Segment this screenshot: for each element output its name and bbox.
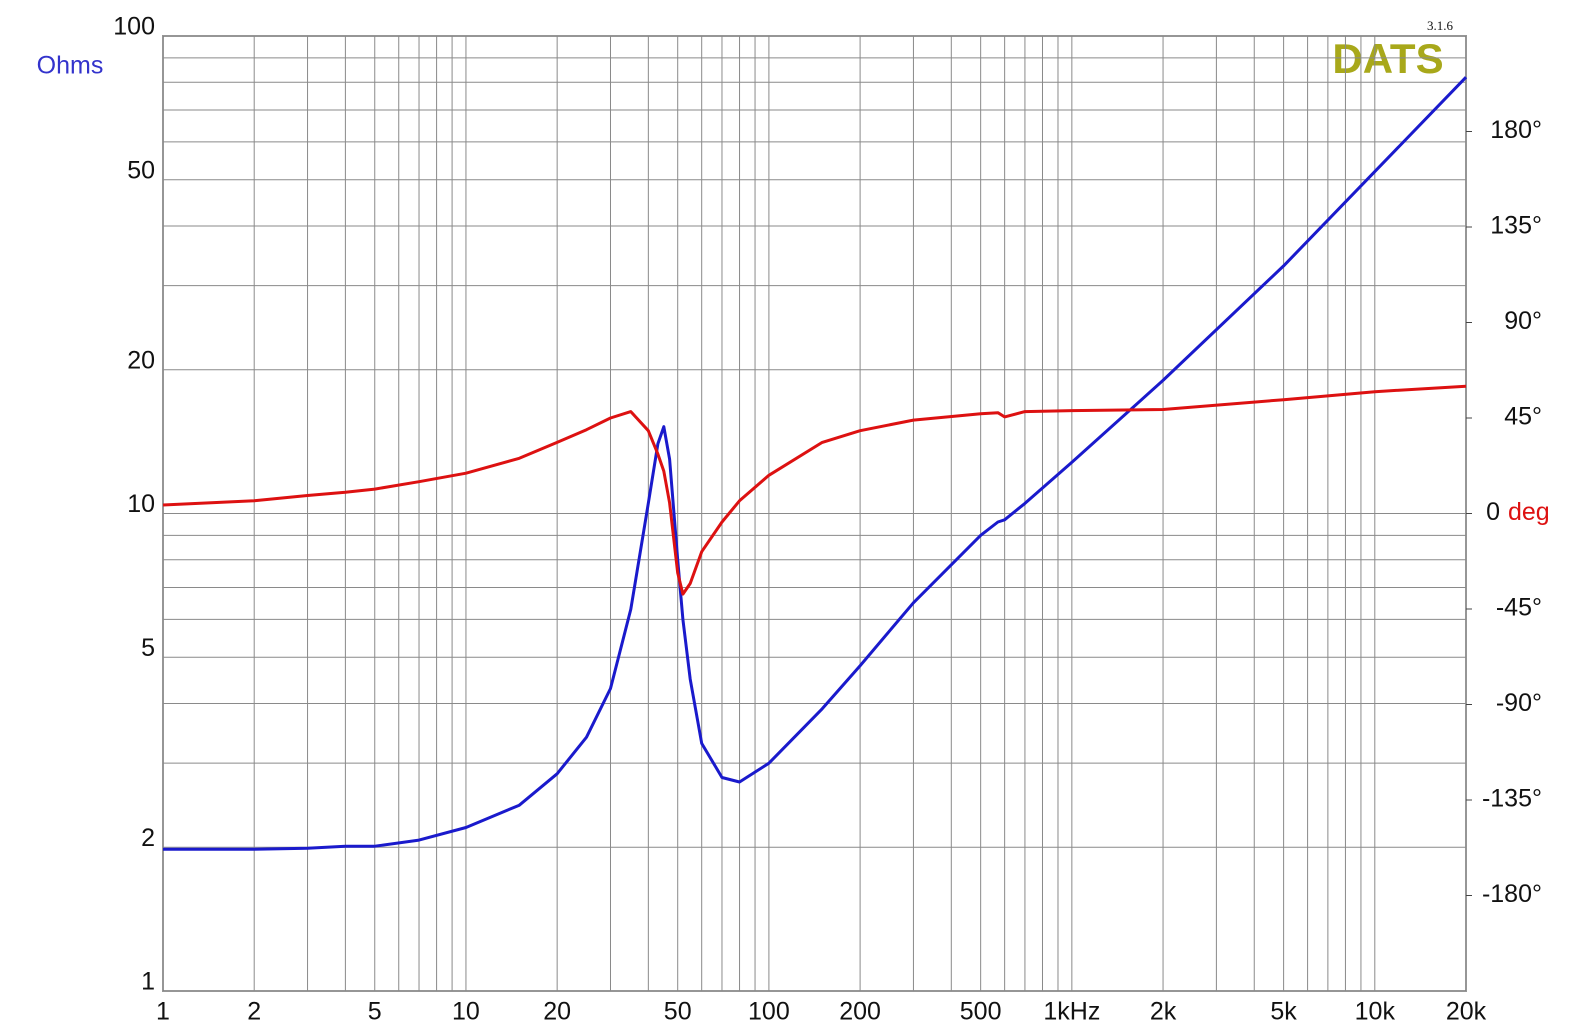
y2-axis-label: deg (1508, 498, 1550, 526)
y-tick-label: 1 (141, 968, 155, 996)
y-tick-label: 10 (127, 490, 155, 518)
y2-tick-label: -90° (1496, 689, 1542, 717)
y2-tick-label: 90° (1504, 307, 1542, 335)
y2-tick-label: -135° (1482, 785, 1542, 813)
x-tick-label: 2k (1150, 998, 1177, 1026)
x-tick-label: 10k (1355, 998, 1396, 1026)
x-tick-label: 1 (156, 998, 170, 1026)
y-axis-label: Ohms (37, 52, 104, 80)
x-tick-label: 2 (247, 998, 261, 1026)
y-tick-label: 100 (113, 13, 155, 41)
y2-tick-label: 45° (1504, 403, 1542, 431)
x-tick-label: 50 (664, 998, 692, 1026)
y-tick-label: 2 (141, 824, 155, 852)
x-tick-label: 500 (960, 998, 1002, 1026)
x-tick-label: 20 (543, 998, 571, 1026)
y2-tick-label: 135° (1490, 212, 1542, 240)
series-line (163, 76, 1468, 851)
logo: DATS (1332, 35, 1443, 82)
x-tick-label: 20k (1446, 998, 1487, 1026)
y2-tick-label: -180° (1482, 880, 1542, 908)
series-line (162, 384, 1467, 596)
y-tick-label: 5 (141, 634, 155, 662)
x-tick-label: 100 (748, 998, 790, 1026)
y2-tick-label: 180° (1490, 116, 1542, 144)
x-tick-label: 5 (368, 998, 382, 1026)
y-tick-label: 50 (127, 156, 155, 184)
y2-tick-label: 0 (1486, 498, 1500, 526)
x-tick-label: 1kHz (1043, 998, 1100, 1026)
y2-tick-label: -45° (1496, 594, 1542, 622)
x-tick-label: 5k (1270, 998, 1297, 1026)
x-tick-label: 10 (452, 998, 480, 1026)
version: 3.1.6 (1427, 18, 1454, 33)
y-tick-label: 20 (127, 346, 155, 374)
x-tick-label: 200 (839, 998, 881, 1026)
